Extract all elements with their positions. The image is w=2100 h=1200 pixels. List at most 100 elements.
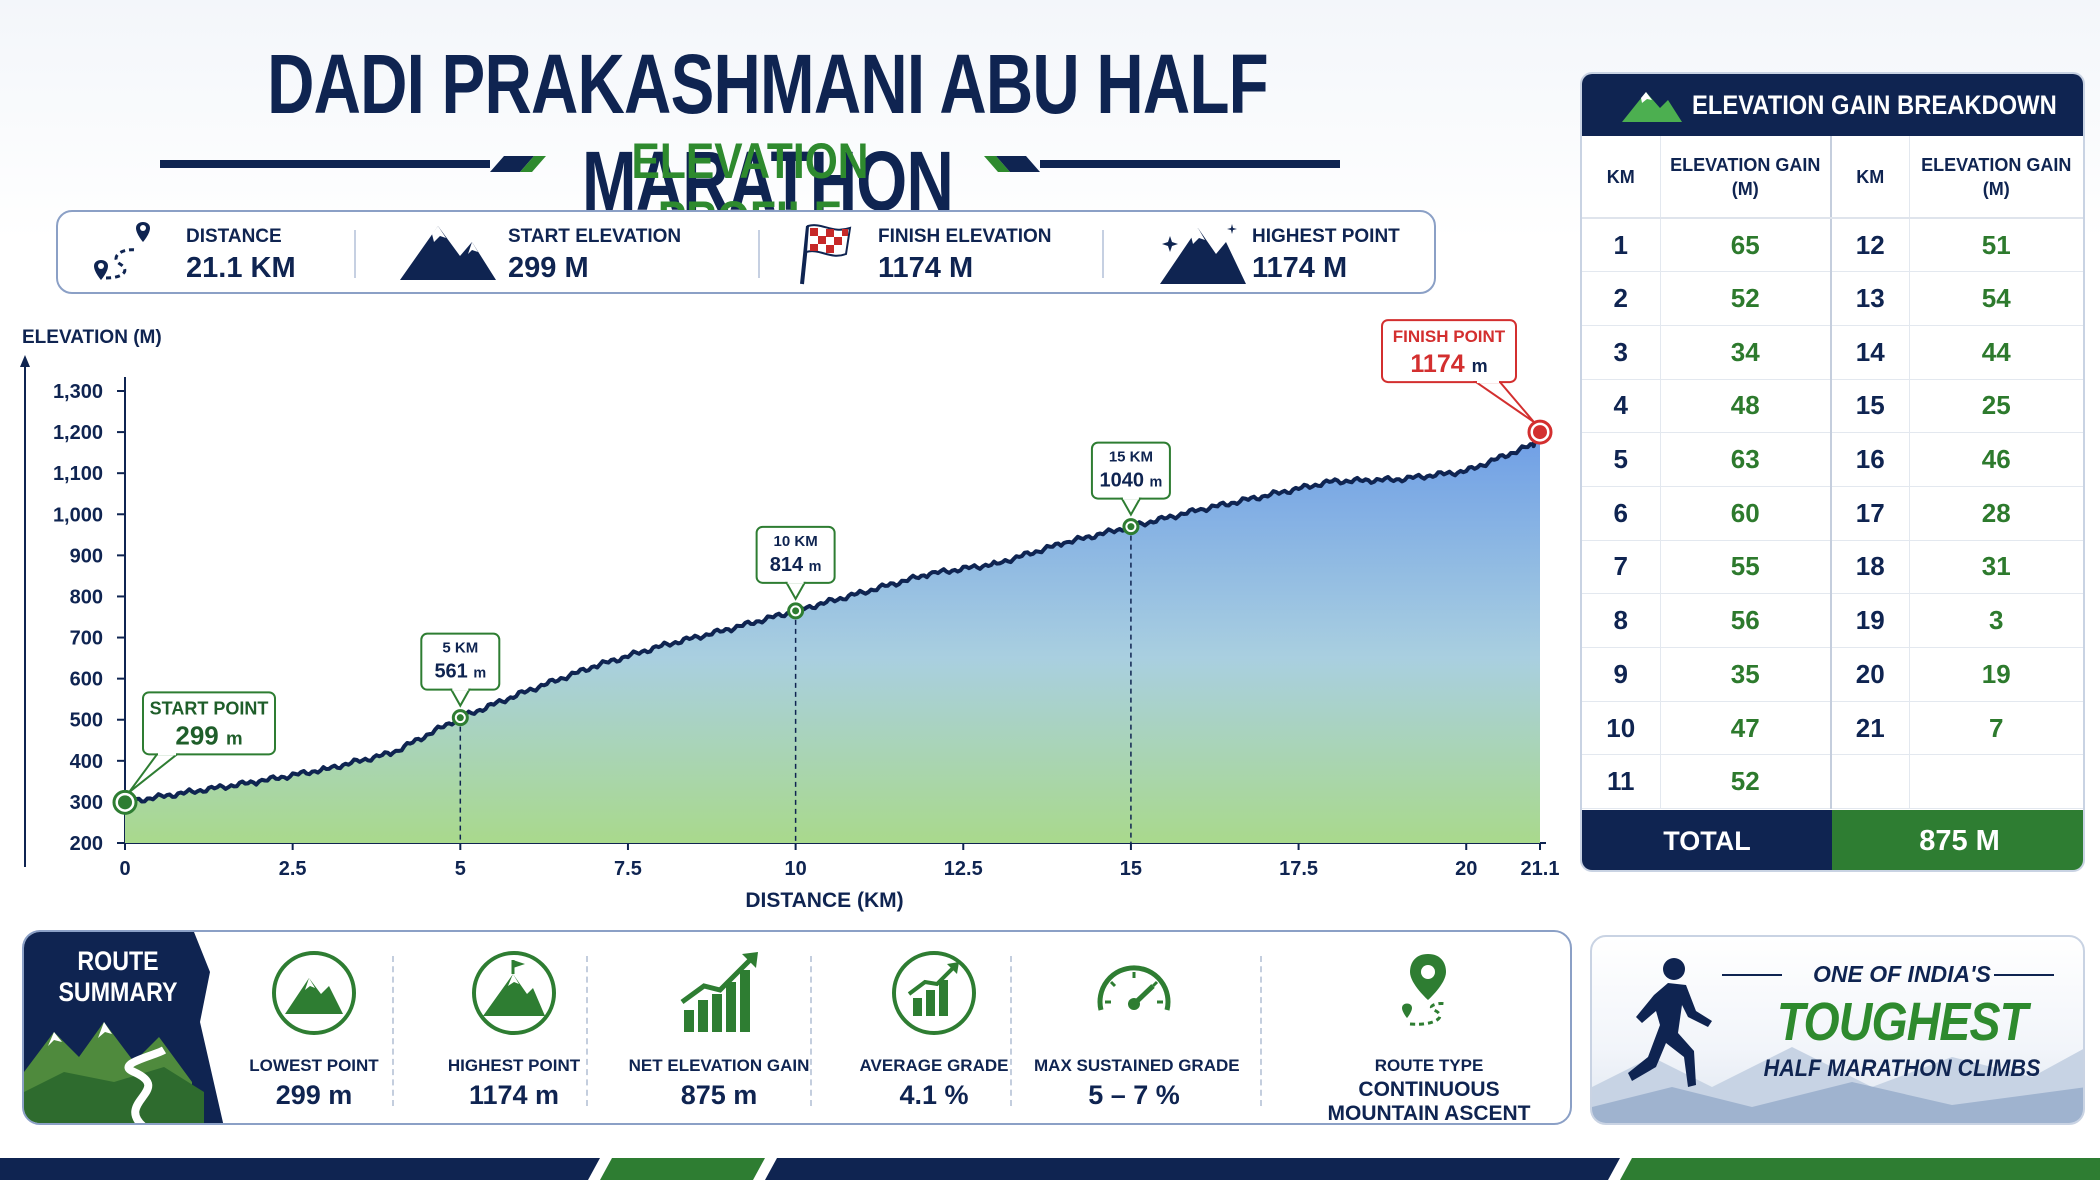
runner-icon [1628,958,1712,1087]
row-km: 5 [1582,432,1660,487]
summary-highest-label: HIGHEST POINT [447,1056,581,1075]
summary-lowest-value: 299 m [275,1080,353,1110]
annotation-pointer-mask [1122,495,1139,500]
km-marker-dot [456,714,464,722]
mountain-icon [1622,92,1682,122]
row-km: 10 [1582,701,1660,756]
stat-start-label: START ELEVATION [508,226,682,247]
x-tick-label: 10 [784,858,806,880]
x-tick-label: 2.5 [279,858,307,880]
stat-finish-elevation: FINISH ELEVATION 1174 M [798,212,1118,292]
summary-max-grade-value: 5 – 7 % [1088,1080,1180,1110]
summary-lowest-point: LOWEST POINT 299 m [214,950,414,1120]
subtitle-rule-left [160,160,490,168]
row-km: 8 [1582,593,1660,648]
subtitle-rule-right [1040,160,1340,168]
y-tick-label: 500 [70,710,103,732]
elevation-chart: ELEVATION (M)2003004005006007008009001,0… [20,319,1559,912]
summary-net-gain-value: 875 m [680,1080,758,1110]
annotation-10-km: 10 KM 814 m [755,525,836,843]
annotation-value: 1174 m [1410,350,1487,378]
row-gain: 31 [1908,540,2083,595]
table-row: 4 48 15 25 [1582,379,2083,434]
row-gain: 19 [1908,647,2083,702]
annotation-pointer-mask [1477,379,1499,384]
summary-average-grade: AVERAGE GRADE 4.1 % [834,950,1034,1120]
summary-route-type-value: CONTINUOUS MOUNTAIN ASCENT [1304,1078,1554,1123]
x-axis-title: DISTANCE (KM) [745,889,903,912]
breakdown-table: KM ELEVATION GAIN (M) KM ELEVATION GAIN (M… [1582,136,2083,810]
annotation-15-km: 15 KM 1040 m [1090,441,1171,843]
gauge-icon [1097,965,1171,1011]
x-tick-label: 15 [1120,858,1142,880]
breakdown-header: ELEVATION GAIN BREAKDOWN [1582,74,2083,136]
annotation-pointer [1472,381,1535,423]
col-gain-unit: (M) [1982,178,2010,199]
route-pin-icon [1402,954,1447,1026]
x-tick-label: 7.5 [614,858,642,880]
tough-line2: TOUGHEST [1776,992,2028,1052]
summary-highest-point: HIGHEST POINT 1174 m [414,950,614,1120]
km-marker-dot [792,607,800,615]
summary-highest-value: 1174 m [468,1080,560,1110]
y-tick-label: 200 [70,833,103,855]
table-row: 5 63 16 46 [1582,432,2083,487]
subtitle-banner: ELEVATION PROFILE [160,132,1340,247]
stat-highest-label: HIGHEST POINT [1252,226,1400,247]
summary-lowest-label: LOWEST POINT [249,1056,379,1075]
row-km: 7 [1582,540,1660,595]
table-row: 10 47 21 7 [1582,701,2083,756]
row-gain: 3 [1908,593,2083,648]
annotation-box [1381,319,1517,384]
annotation-pointer [449,688,472,708]
y-tick-label: 400 [70,751,103,773]
page-title: DADI PRAKASHMANI ABU HALF MARATHON [267,37,1269,228]
table-row: 2 52 13 54 [1582,271,2083,326]
summary-average-grade-value: 4.1 % [899,1080,969,1110]
total-label: TOTAL [1582,810,1832,870]
y-tick-label: 300 [70,792,103,814]
col-km-header: KM [1582,136,1660,219]
stats-divider [354,230,356,278]
route-summary-title: ROUTE SUMMARY [49,946,187,1008]
row-km [1830,754,1909,810]
row-gain: 28 [1908,486,2083,541]
row-gain: 65 [1659,218,1831,273]
row-km: 16 [1830,432,1909,487]
row-gain: 34 [1659,325,1831,380]
annotation-label: FINISH POINT [1393,327,1506,346]
x-tick-label: 17.5 [1279,858,1318,880]
summary-route-type: ROUTE TYPE CONTINUOUS MOUNTAIN ASCENT [1304,950,1554,1123]
row-gain: 54 [1908,271,2083,326]
stats-divider [1102,230,1104,278]
chart-up-icon [892,951,976,1035]
row-gain: 25 [1908,379,2083,434]
annotation-finish-point: FINISH POINT 1174 m [1381,319,1553,445]
row-gain: 55 [1659,540,1831,595]
annotation-box [142,691,276,756]
finish-marker-dot [1533,425,1547,440]
x-tick-label: 12.5 [944,858,983,880]
stat-distance-label: DISTANCE [186,226,282,247]
annotation-value: 1040 m [1099,470,1162,492]
table-row: 3 34 14 44 [1582,325,2083,380]
tough-rule-left [1722,974,1782,976]
y-tick-label: 1,200 [53,422,103,444]
chevron-right-decor [984,156,1040,172]
col-gain-header: ELEVATION GAIN (M) [1659,136,1831,219]
annotation-label: START POINT [150,698,269,718]
summary-divider [1260,956,1262,1106]
stat-finish-value: 1174 M [878,252,974,284]
route-summary-badge [24,932,224,1123]
row-km: 20 [1830,647,1909,702]
row-gain: 35 [1659,647,1831,702]
col-gain-header: ELEVATION GAIN (M) [1908,136,2083,219]
checkered-flag-icon [800,224,852,285]
footer-stripes [0,1158,2100,1180]
annotation-pointer-mask [158,751,176,756]
annotation-label: 15 KM [1109,449,1153,466]
y-axis-title: ELEVATION (M) [22,327,162,348]
row-gain: 47 [1659,701,1831,756]
row-gain: 44 [1908,325,2083,380]
